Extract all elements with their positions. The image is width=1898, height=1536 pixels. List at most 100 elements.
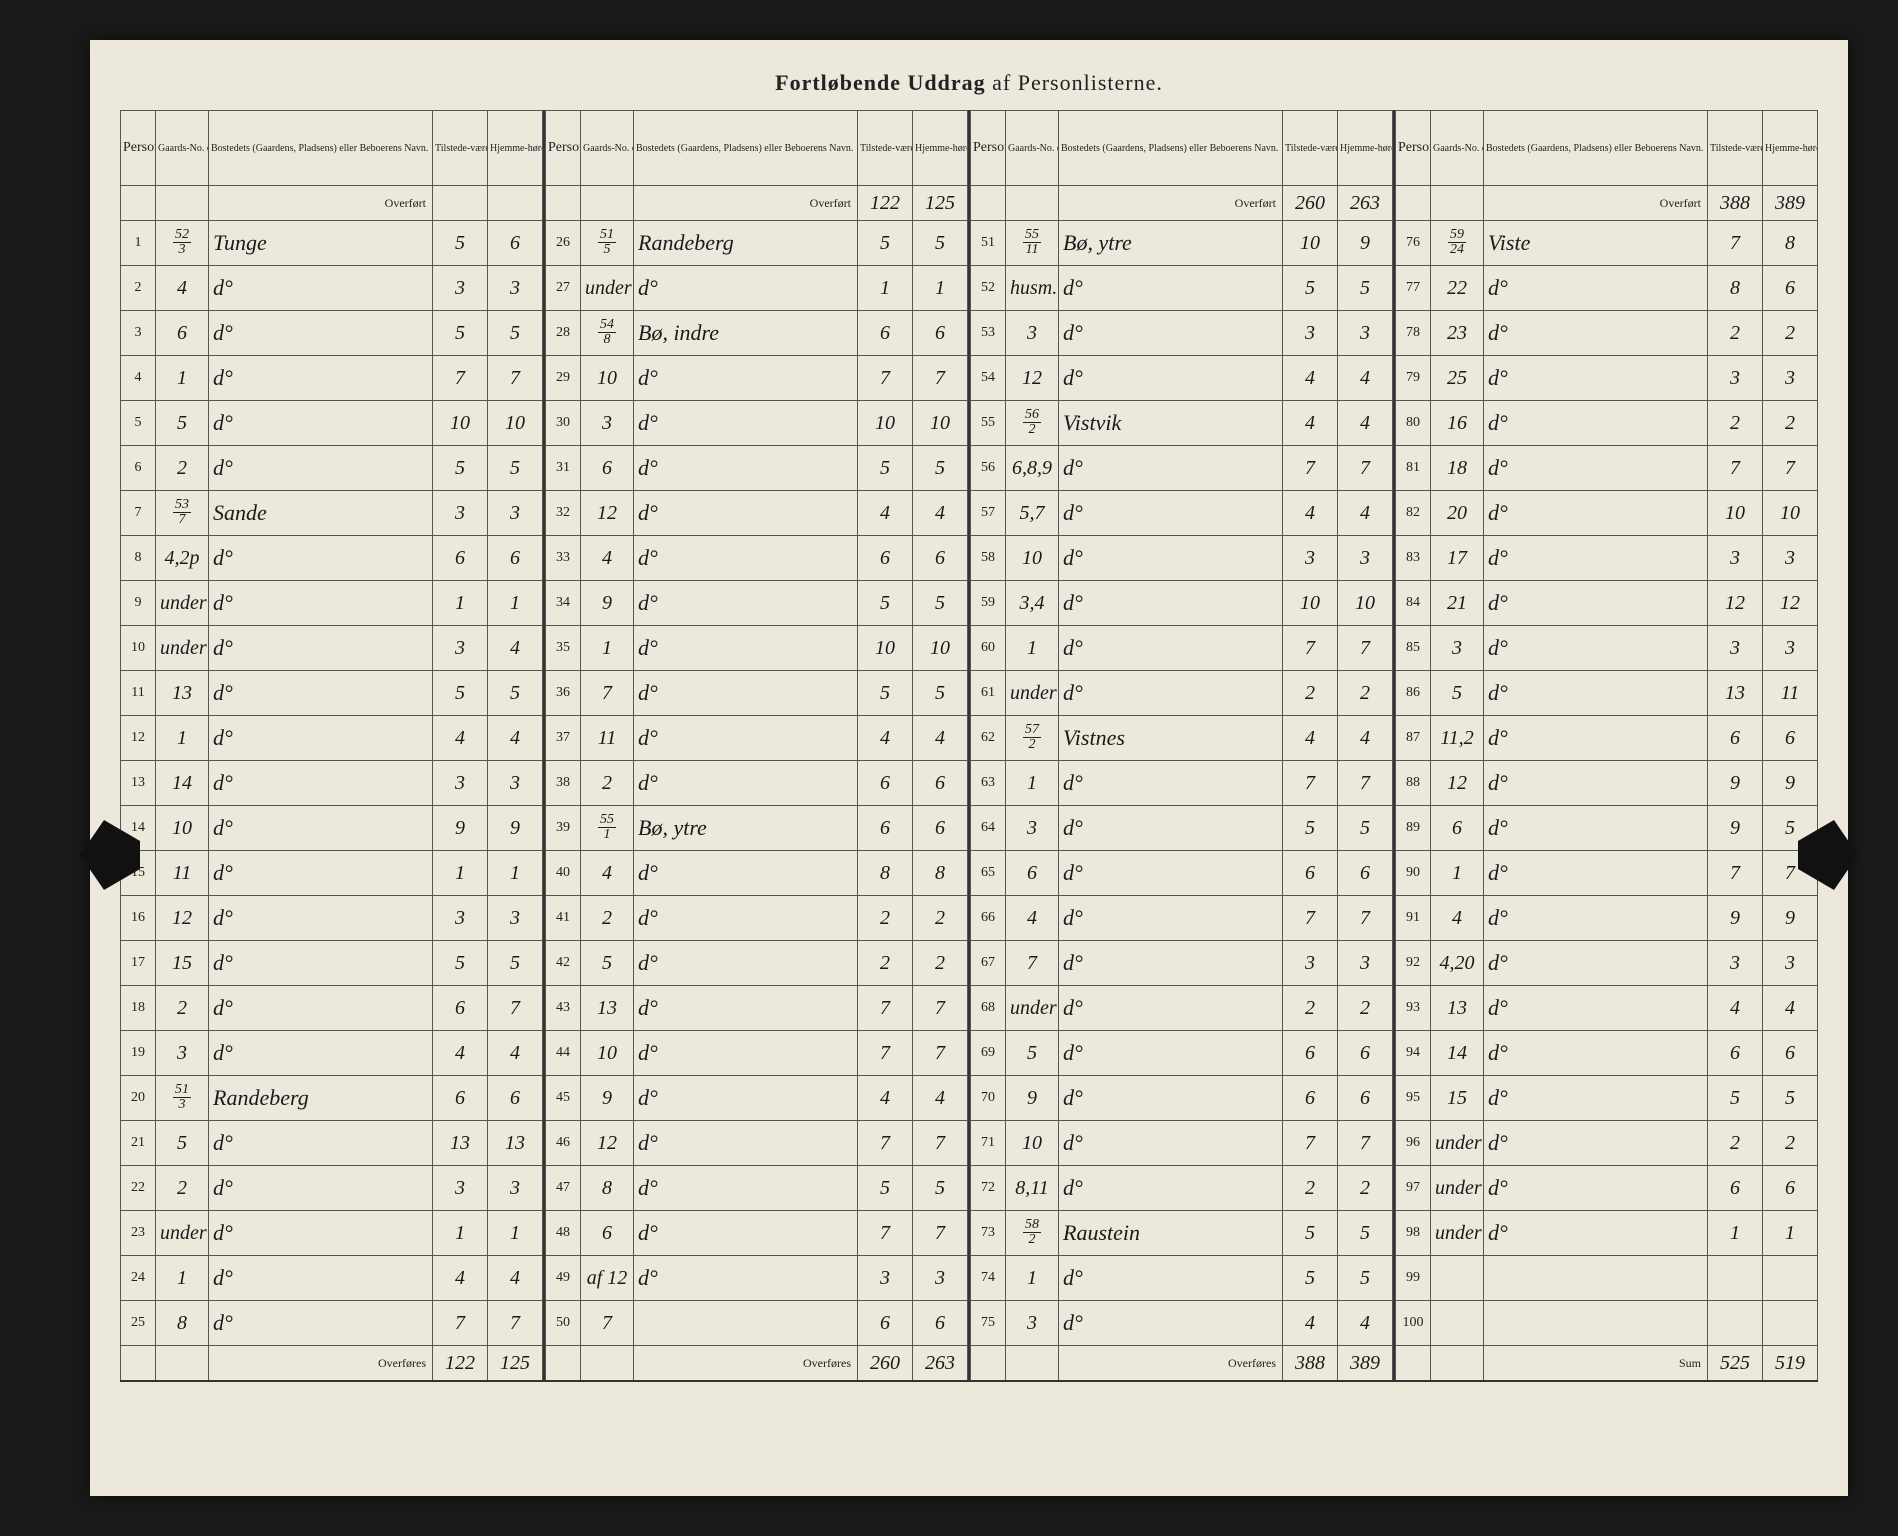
cell-bosted-name: d°	[1059, 311, 1283, 356]
cell-bosted-name: d°	[1059, 536, 1283, 581]
cell-tilstede: 9	[1708, 761, 1763, 806]
cell-person-no: 3	[121, 311, 156, 356]
cell-gaards-no: under 6	[581, 266, 634, 311]
table-row: 97under 1d°66	[1396, 1166, 1818, 1211]
carry-down-row: Overføres122125	[121, 1346, 543, 1382]
cell-gaards-no: 11,2	[1431, 716, 1484, 761]
cell-gaards-no: 1	[156, 716, 209, 761]
cell-hjemme: 1	[488, 1211, 543, 1256]
header-row: Person-lister-nes No.Gaards-No. og Brugs…	[121, 111, 543, 186]
title-bold: Fortløbende Uddrag	[775, 70, 986, 95]
cell-tilstede: 4	[1283, 1301, 1338, 1346]
table-row: 334d°66	[546, 536, 968, 581]
header-personliste-no: Person-lister-nes No.	[1396, 111, 1431, 186]
cell-hjemme: 6	[1338, 1031, 1393, 1076]
cell-person-no: 23	[121, 1211, 156, 1256]
cell-gaards-no: 11	[156, 851, 209, 896]
table-row: 73582Raustein55	[971, 1211, 1393, 1256]
cell-gaards-no: under	[156, 1211, 209, 1256]
cell-gaards-no: 4	[156, 266, 209, 311]
cell-person-no: 98	[1396, 1211, 1431, 1256]
cell-person-no: 29	[546, 356, 581, 401]
header-personliste-no: Person-lister-nes No.	[971, 111, 1006, 186]
ledger-page: Fortløbende Uddrag af Personlisterne. Pe…	[90, 40, 1848, 1496]
cell-bosted-name: d°	[1059, 626, 1283, 671]
cell-person-no: 25	[121, 1301, 156, 1346]
cell-hjemme: 6	[1338, 851, 1393, 896]
cell-tilstede: 7	[858, 1211, 913, 1256]
cell-hjemme: 4	[488, 716, 543, 761]
cell-bosted-name: d°	[209, 761, 433, 806]
cell-gaards-no: 5	[156, 1121, 209, 1166]
header-gaards-no: Gaards-No. og Brugs-No.	[1431, 111, 1484, 186]
cell-bosted-name: d°	[1059, 446, 1283, 491]
cell-person-no: 39	[546, 806, 581, 851]
cell-bosted-name: d°	[1484, 1031, 1708, 1076]
cell-gaards-no: 13	[1431, 986, 1484, 1031]
cell-tilstede: 1	[433, 1211, 488, 1256]
cell-hjemme: 5	[1338, 806, 1393, 851]
cell-bosted-name: d°	[1484, 1121, 1708, 1166]
table-row: 84,2pd°66	[121, 536, 543, 581]
cell-gaards-no: 562	[1006, 401, 1059, 446]
overfort-label: Overført	[634, 186, 858, 221]
table-row: 349d°55	[546, 581, 968, 626]
cell-person-no: 19	[121, 1031, 156, 1076]
cell-hjemme: 7	[913, 1211, 968, 1256]
table-row: 695d°66	[971, 1031, 1393, 1076]
cell-person-no: 35	[546, 626, 581, 671]
cell-tilstede: 2	[1708, 401, 1763, 446]
cell-person-no: 63	[971, 761, 1006, 806]
cell-hjemme: 5	[488, 941, 543, 986]
cell-tilstede: 5	[433, 311, 488, 356]
table-row: 351d°1010	[546, 626, 968, 671]
table-row: 853d°33	[1396, 626, 1818, 671]
cell-tilstede: 6	[858, 806, 913, 851]
table-row: 914d°99	[1396, 896, 1818, 941]
cell-person-no: 96	[1396, 1121, 1431, 1166]
cell-tilstede: 9	[1708, 806, 1763, 851]
cell-hjemme: 9	[488, 806, 543, 851]
cell-gaards-no: 10	[581, 1031, 634, 1076]
cell-gaards-no: 3	[581, 401, 634, 446]
cell-person-no: 46	[546, 1121, 581, 1166]
cell-bosted-name: d°	[1484, 851, 1708, 896]
cell-bosted-name: d°	[634, 896, 858, 941]
cell-tilstede: 1	[858, 266, 913, 311]
cell-tilstede: 5	[858, 446, 913, 491]
cell-tilstede: 1	[1708, 1211, 1763, 1256]
cell-gaards-no: 17	[1431, 536, 1484, 581]
table-row: 121d°44	[121, 716, 543, 761]
cell-hjemme: 6	[913, 311, 968, 356]
cell-gaards-no: 16	[1431, 401, 1484, 446]
cell-person-no: 27	[546, 266, 581, 311]
cell-gaards-no: 13	[156, 671, 209, 716]
ledger-table: Person-lister-nes No.Gaards-No. og Brugs…	[120, 110, 543, 1382]
carry-down-row: Overføres388389	[971, 1346, 1393, 1382]
cell-hjemme: 3	[1763, 941, 1818, 986]
cell-person-no: 84	[1396, 581, 1431, 626]
cell-tilstede: 7	[1283, 896, 1338, 941]
cell-gaards-no: under 1	[1006, 671, 1059, 716]
table-row: 1113d°55	[121, 671, 543, 716]
header-personliste-no: Person-lister-nes No.	[546, 111, 581, 186]
cell-tilstede: 4	[433, 716, 488, 761]
cell-gaards-no: 4	[581, 851, 634, 896]
cell-gaards-no: 2	[581, 896, 634, 941]
cell-hjemme: 6	[1763, 716, 1818, 761]
cell-person-no: 34	[546, 581, 581, 626]
cell-hjemme: 5	[488, 311, 543, 356]
cell-gaards-no: af 12	[581, 1256, 634, 1301]
cell-hjemme: 7	[488, 356, 543, 401]
table-row: 55d°1010	[121, 401, 543, 446]
ledger-table: Person-lister-nes No.Gaards-No. og Brugs…	[970, 110, 1393, 1382]
cell-bosted-name: d°	[209, 716, 433, 761]
table-row: 241d°44	[121, 1256, 543, 1301]
overfort-label: Overført	[1059, 186, 1283, 221]
table-row: 36d°55	[121, 311, 543, 356]
cell-tilstede: 7	[1708, 851, 1763, 896]
cell-tilstede: 7	[1283, 446, 1338, 491]
cell-tilstede: 12	[1708, 581, 1763, 626]
cell-person-no: 41	[546, 896, 581, 941]
table-row: 486d°77	[546, 1211, 968, 1256]
